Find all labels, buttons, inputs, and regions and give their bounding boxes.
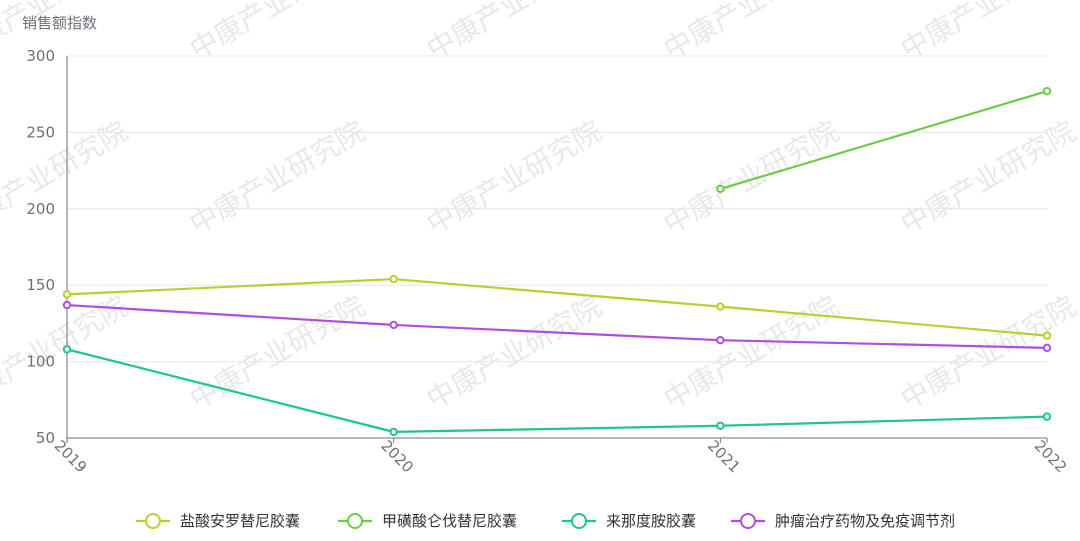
series-3	[62, 300, 1052, 353]
y-tick-label: 250	[26, 123, 55, 141]
legend-marker-icon	[347, 513, 363, 529]
legend-item[interactable]: 肿瘤治疗药物及免疫调节剂	[731, 512, 955, 530]
watermark-text: 中康产业研究院	[421, 114, 607, 241]
watermark-text: 中康产业研究院	[421, 289, 607, 416]
data-point[interactable]	[716, 336, 725, 345]
series-2	[62, 345, 1052, 437]
legend-item[interactable]: 盐酸安罗替尼胶囊	[136, 512, 300, 530]
legend-label: 盐酸安罗替尼胶囊	[180, 512, 300, 530]
data-point[interactable]	[716, 184, 725, 194]
y-tick-label: 200	[26, 200, 55, 218]
legend-marker-icon	[571, 513, 587, 529]
grid-lines	[67, 55, 1047, 363]
y-tick-label: 100	[26, 353, 55, 371]
data-point[interactable]	[389, 320, 398, 330]
series-1	[716, 86, 1052, 194]
x-tick-label: 2019	[51, 437, 91, 477]
legend[interactable]: 盐酸安罗替尼胶囊 甲磺酸仑伐替尼胶囊 来那度胺胶囊 肿瘤治疗药物及免疫调节剂	[136, 512, 955, 530]
y-axis-label: 销售额指数	[22, 14, 97, 32]
y-tick-label: 300	[26, 47, 55, 65]
watermark-text: 中康产业研究院	[184, 289, 370, 416]
data-point[interactable]	[1042, 331, 1052, 340]
series-layer	[62, 86, 1052, 437]
legend-marker-icon	[740, 513, 756, 529]
watermark-text: 中康产业研究院	[895, 289, 1080, 416]
legend-item[interactable]: 来那度胺胶囊	[562, 512, 696, 530]
data-point[interactable]	[1042, 412, 1052, 421]
series-line	[66, 348, 1048, 433]
legend-marker-icon	[145, 513, 161, 529]
data-point[interactable]	[62, 345, 72, 354]
x-tick-label: 2021	[704, 437, 744, 477]
series-line	[720, 90, 1048, 190]
data-point[interactable]	[1042, 343, 1052, 353]
y-tick-label: 50	[36, 429, 55, 447]
data-point[interactable]	[1042, 86, 1052, 96]
legend-label: 肿瘤治疗药物及免疫调节剂	[775, 512, 955, 530]
data-point[interactable]	[389, 274, 398, 284]
series-line	[66, 303, 1048, 349]
y-tick-labels: 50 100 150 200 250 300	[26, 47, 55, 447]
watermark-text: 中康产业研究院	[184, 114, 370, 241]
data-point[interactable]	[62, 300, 72, 310]
watermark-layer: 中康产业研究院 中康产业研究院 中康产业研究院 中康产业研究院 中康产业研究院中康产业研…	[0, 0, 1080, 416]
axes	[66, 56, 1048, 443]
watermark-text: 中康产业研究院	[658, 114, 844, 241]
legend-label: 甲磺酸仑伐替尼胶囊	[382, 512, 517, 530]
y-tick-label: 150	[26, 276, 55, 294]
x-tick-label: 2022	[1031, 437, 1071, 477]
series-line	[66, 277, 1048, 337]
data-point[interactable]	[716, 421, 725, 430]
series-0	[62, 274, 1052, 340]
x-tick-label: 2020	[377, 437, 417, 477]
data-point[interactable]	[389, 427, 398, 437]
legend-label: 来那度胺胶囊	[606, 512, 696, 530]
watermark-text: 中康产业研究院	[895, 114, 1080, 241]
data-point[interactable]	[716, 302, 725, 311]
legend-item[interactable]: 甲磺酸仑伐替尼胶囊	[338, 512, 517, 530]
data-point[interactable]	[62, 290, 72, 299]
x-tick-labels: 2019 2020 2021 2022	[51, 437, 1071, 477]
